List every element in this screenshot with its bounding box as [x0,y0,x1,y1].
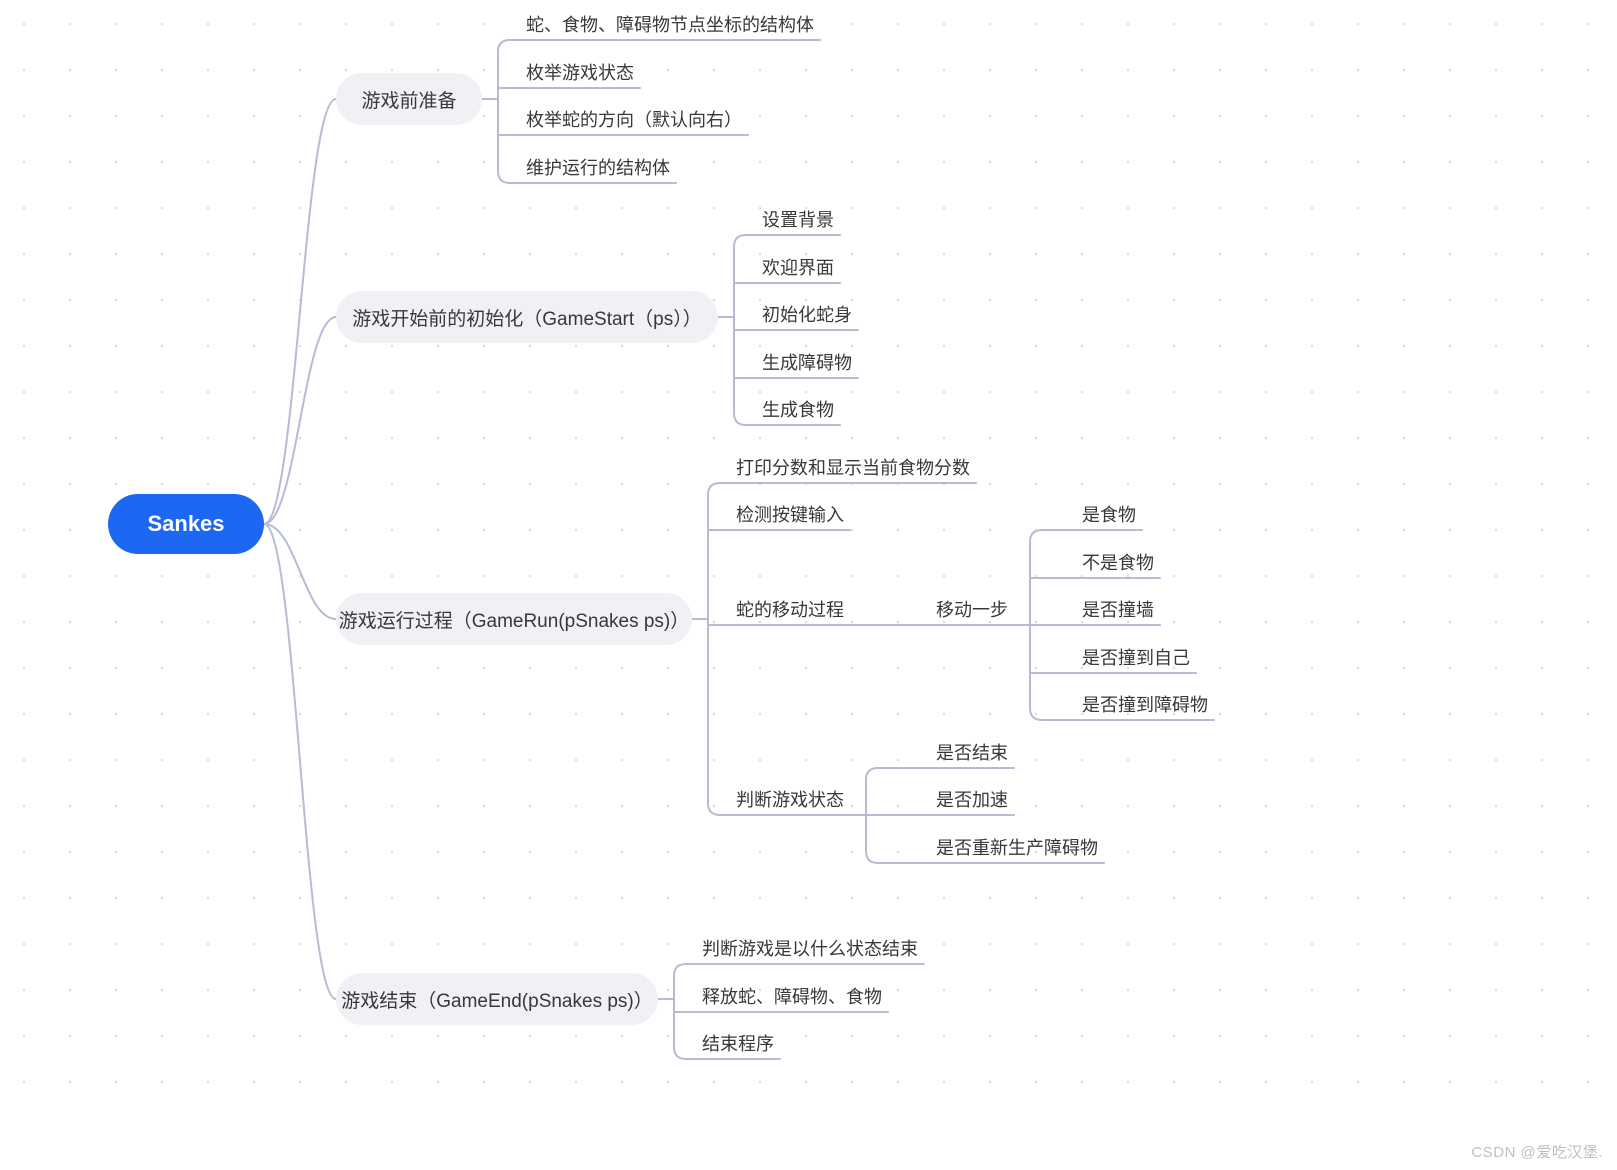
leaf-node[interactable]: 是否重新生产障碍物 [934,835,1104,859]
leaf-node[interactable]: 蛇的移动过程 [734,597,850,621]
leaf-node[interactable]: 初始化蛇身 [760,302,858,326]
root-node[interactable]: Sankes [108,494,264,554]
leaf-node[interactable]: 枚举蛇的方向（默认向右） [524,107,748,131]
leaf-node[interactable]: 判断游戏状态 [734,787,850,811]
leaf-node[interactable]: 是否撞到障碍物 [1080,692,1214,716]
leaf-node[interactable]: 是否撞到自己 [1080,645,1196,669]
leaf-node[interactable]: 枚举游戏状态 [524,60,640,84]
leaf-node[interactable]: 检测按键输入 [734,502,850,526]
leaf-node[interactable]: 释放蛇、障碍物、食物 [700,984,888,1008]
branch-node[interactable]: 游戏运行过程（GameRun(pSnakes ps)） [336,593,692,645]
mindmap-canvas: Sankes 游戏前准备 蛇、食物、障碍物节点坐标的结构体枚举游戏状态枚举蛇的方向（… [0,0,1617,1170]
leaf-node[interactable]: 判断游戏是以什么状态结束 [700,936,924,960]
leaf-node[interactable]: 是否加速 [934,787,1014,811]
leaf-node[interactable]: 是否撞墙 [1080,597,1160,621]
branch-node[interactable]: 游戏前准备 [336,73,482,125]
leaf-node[interactable]: 欢迎界面 [760,255,840,279]
leaf-node[interactable]: 设置背景 [760,207,840,231]
watermark: CSDN @爱吃汉堡. [1471,1141,1603,1162]
leaf-node[interactable]: 不是食物 [1080,550,1160,574]
leaf-node[interactable]: 生成食物 [760,397,840,421]
branch-node[interactable]: 游戏开始前的初始化（GameStart（ps）） [336,291,718,343]
branch-node[interactable]: 游戏结束（GameEnd(pSnakes ps)） [336,973,658,1025]
leaf-node[interactable]: 是食物 [1080,502,1142,526]
leaf-node[interactable]: 移动一步 [934,597,1014,621]
leaf-node[interactable]: 是否结束 [934,740,1014,764]
leaf-node[interactable]: 生成障碍物 [760,350,858,374]
leaf-node[interactable]: 打印分数和显示当前食物分数 [734,455,976,479]
leaf-node[interactable]: 蛇、食物、障碍物节点坐标的结构体 [524,12,820,36]
leaf-node[interactable]: 结束程序 [700,1031,780,1055]
leaf-node[interactable]: 维护运行的结构体 [524,155,676,179]
